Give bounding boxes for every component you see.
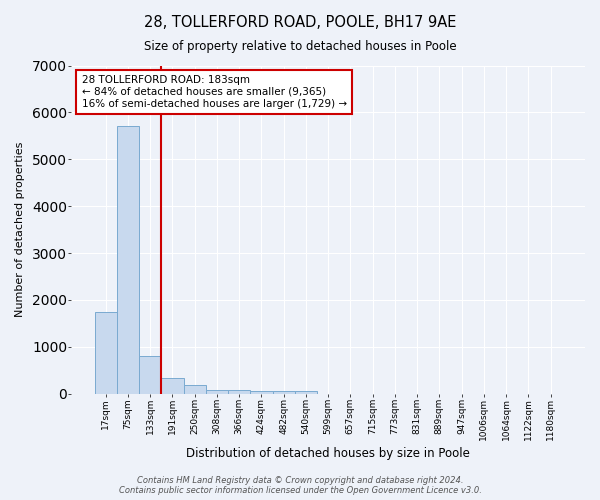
Bar xyxy=(184,386,206,394)
Bar xyxy=(272,391,295,394)
Text: Size of property relative to detached houses in Poole: Size of property relative to detached ho… xyxy=(143,40,457,53)
Bar xyxy=(295,391,317,394)
Bar xyxy=(139,356,161,394)
Y-axis label: Number of detached properties: Number of detached properties xyxy=(15,142,25,318)
Bar xyxy=(161,378,184,394)
Text: 28 TOLLERFORD ROAD: 183sqm
← 84% of detached houses are smaller (9,365)
16% of s: 28 TOLLERFORD ROAD: 183sqm ← 84% of deta… xyxy=(82,76,347,108)
Text: Contains HM Land Registry data © Crown copyright and database right 2024.
Contai: Contains HM Land Registry data © Crown c… xyxy=(119,476,481,495)
Bar xyxy=(206,390,228,394)
Bar xyxy=(228,390,250,394)
Bar xyxy=(95,312,117,394)
Text: 28, TOLLERFORD ROAD, POOLE, BH17 9AE: 28, TOLLERFORD ROAD, POOLE, BH17 9AE xyxy=(144,15,456,30)
Bar xyxy=(117,126,139,394)
X-axis label: Distribution of detached houses by size in Poole: Distribution of detached houses by size … xyxy=(186,447,470,460)
Bar xyxy=(250,391,272,394)
